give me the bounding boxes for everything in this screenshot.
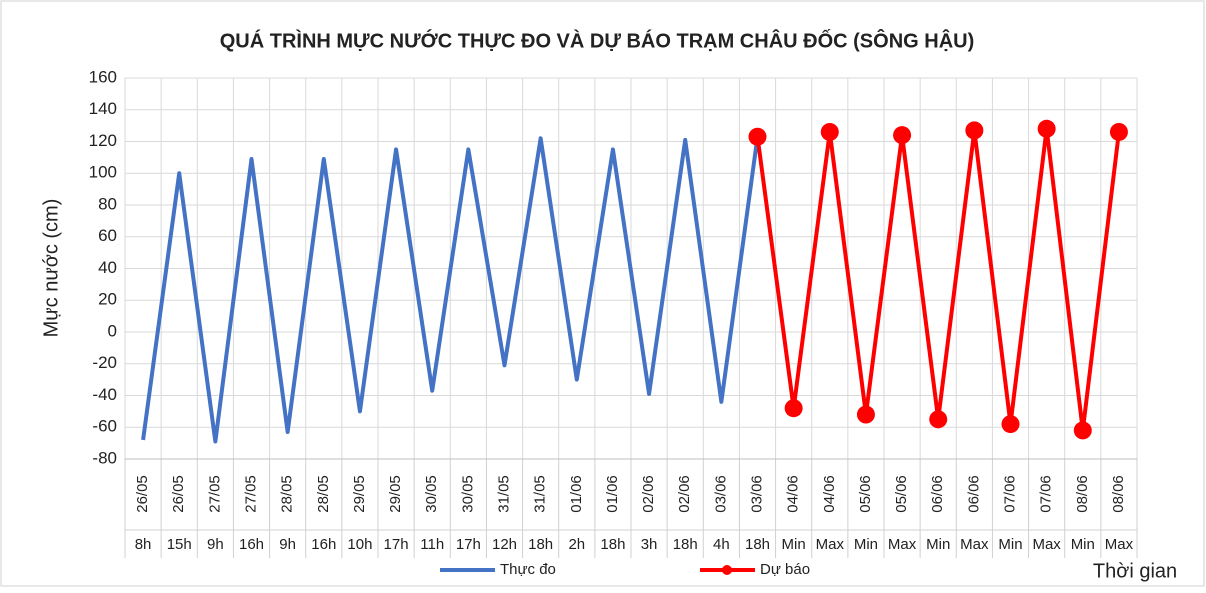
y-tick-label: 0 (108, 321, 117, 340)
x-tick-sublabel: 4h (713, 536, 730, 553)
x-tick-sublabel: Max (888, 536, 917, 553)
x-axis-label: Thời gian (1093, 560, 1177, 582)
y-tick-label: 20 (98, 290, 117, 309)
x-tick-sublabel: 9h (279, 536, 296, 553)
y-tick-label: -80 (92, 448, 117, 467)
x-tick-sublabel: 18h (745, 536, 770, 553)
x-tick-label: 26/05 (134, 475, 151, 513)
series-marker (1073, 421, 1092, 440)
y-tick-label: -60 (92, 417, 117, 436)
x-tick-label: 05/06 (857, 475, 874, 513)
y-tick-label: 100 (89, 163, 117, 182)
series-marker (1109, 122, 1128, 141)
series-marker (929, 410, 948, 429)
y-tick-label: 120 (89, 131, 117, 150)
x-tick-label: 01/06 (568, 475, 585, 513)
y-tick-label: -40 (92, 385, 117, 404)
x-tick-sublabel: Max (816, 536, 845, 553)
series-marker (856, 405, 875, 424)
x-tick-label: 28/05 (279, 475, 296, 513)
x-tick-label: 03/06 (748, 475, 765, 513)
x-tick-sublabel: Min (998, 536, 1022, 553)
legend-marker (722, 565, 732, 575)
x-tick-sublabel: 9h (207, 536, 224, 553)
x-tick-label: 06/06 (965, 475, 982, 513)
y-tick-label: 40 (98, 258, 117, 277)
x-tick-sublabel: 17h (456, 536, 481, 553)
x-tick-sublabel: Min (1071, 536, 1095, 553)
x-tick-sublabel: 16h (311, 536, 336, 553)
x-tick-label: 08/06 (1110, 475, 1127, 513)
x-tick-sublabel: 12h (492, 536, 517, 553)
x-tick-sublabel: 10h (347, 536, 372, 553)
x-tick-label: 07/06 (1001, 475, 1018, 513)
y-tick-label: -20 (92, 353, 117, 372)
x-tick-label: 29/05 (351, 475, 368, 513)
x-tick-label: 30/05 (459, 475, 476, 513)
x-tick-sublabel: Max (1105, 536, 1134, 553)
x-tick-label: 08/06 (1074, 475, 1091, 513)
x-tick-label: 28/05 (315, 475, 332, 513)
x-tick-label: 04/06 (785, 475, 802, 513)
y-tick-label: 60 (98, 226, 117, 245)
x-tick-label: 07/06 (1038, 475, 1055, 513)
x-tick-label: 31/05 (532, 475, 549, 513)
x-tick-label: 30/05 (423, 475, 440, 513)
y-tick-label: 160 (89, 67, 117, 86)
x-tick-sublabel: 8h (135, 536, 152, 553)
x-tick-sublabel: 2h (568, 536, 585, 553)
y-tick-label: 80 (98, 194, 117, 213)
x-tick-sublabel: 3h (641, 536, 658, 553)
x-tick-label: 03/06 (712, 475, 729, 513)
x-tick-sublabel: 18h (528, 536, 553, 553)
x-tick-label: 01/06 (604, 475, 621, 513)
x-tick-label: 05/06 (893, 475, 910, 513)
series-marker (784, 399, 803, 418)
series-line (141, 136, 760, 444)
series-marker (1001, 415, 1020, 434)
series-marker (965, 121, 984, 140)
x-tick-label: 02/06 (676, 475, 693, 513)
series-marker (893, 126, 912, 145)
x-tick-label: 26/05 (170, 475, 187, 513)
x-tick-label: 02/06 (640, 475, 657, 513)
x-tick-sublabel: 18h (600, 536, 625, 553)
x-tick-label: 31/05 (495, 475, 512, 513)
x-tick-sublabel: Max (1032, 536, 1061, 553)
x-tick-sublabel: Max (960, 536, 989, 553)
x-tick-sublabel: 16h (239, 536, 264, 553)
x-tick-label: 06/06 (929, 475, 946, 513)
x-tick-sublabel: 11h (420, 536, 444, 553)
x-tick-sublabel: 18h (673, 536, 698, 553)
x-tick-label: 29/05 (387, 475, 404, 513)
series-marker (748, 127, 767, 146)
y-axis-label: Mực nước (cm) (40, 199, 62, 338)
series-marker (1037, 119, 1056, 138)
x-tick-sublabel: 15h (167, 536, 192, 553)
x-tick-sublabel: 17h (384, 536, 409, 553)
x-tick-label: 27/05 (242, 475, 259, 513)
series-marker (820, 122, 839, 141)
x-tick-sublabel: Min (782, 536, 806, 553)
x-tick-label: 27/05 (206, 475, 223, 513)
x-tick-sublabel: Min (926, 536, 950, 553)
y-tick-label: 140 (89, 99, 117, 118)
legend-label: Thực đo (500, 561, 556, 578)
x-tick-sublabel: Min (854, 536, 878, 553)
chart-title: QUÁ TRÌNH MỰC NƯỚC THỰC ĐO VÀ DỰ BÁO TRẠ… (220, 28, 975, 52)
x-tick-label: 04/06 (821, 475, 838, 513)
legend-label: Dự báo (760, 561, 810, 578)
